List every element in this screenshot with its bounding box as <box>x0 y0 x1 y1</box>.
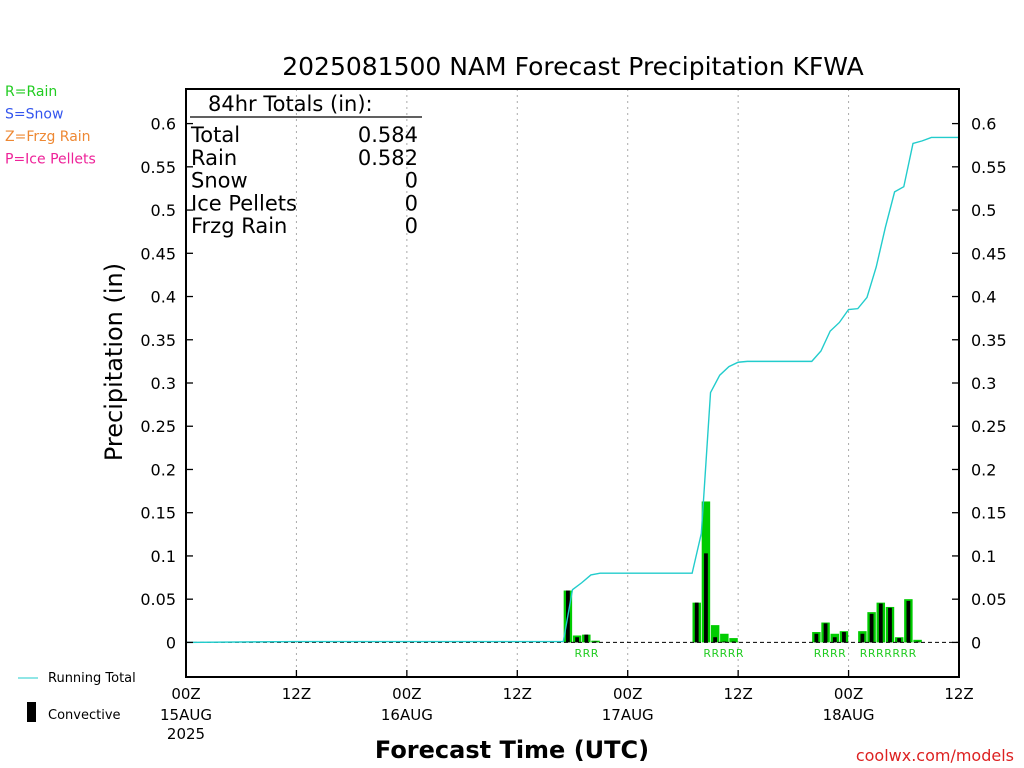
precip-type-legend-item: S=Snow <box>5 107 63 123</box>
x-tick-label: 00Z <box>171 685 200 703</box>
y-tick-label-right: 0.4 <box>971 288 996 307</box>
convective-bar <box>722 641 727 643</box>
precip-type-legend-item: P=Ice Pellets <box>5 152 96 168</box>
precip-type-legend-item: Z=Frzg Rain <box>5 129 91 145</box>
y-tick-label-right: 0 <box>971 633 981 652</box>
totals-row-value: 0 <box>405 214 418 238</box>
y-tick-label-right: 0.35 <box>971 331 1007 350</box>
convective-bar <box>814 633 819 643</box>
totals-row-value: 0 <box>405 191 418 215</box>
y-tick-label: 0.2 <box>151 460 176 479</box>
totals-row-label: Ice Pellets <box>191 191 297 215</box>
precip-type-legend: R=Rain S=Snow Z=Frzg Rain P=Ice Pellets <box>5 84 96 168</box>
precip-type-label: RRRR <box>814 647 847 660</box>
x-tick-label: 00Z <box>392 685 421 703</box>
x-tick-date: 18AUG <box>823 706 875 724</box>
y-tick-label: 0.4 <box>151 288 176 307</box>
y-tick-label: 0.05 <box>140 590 176 609</box>
y-tick-label-right: 0.55 <box>971 158 1007 177</box>
precip-bar <box>720 633 729 643</box>
running-total-line <box>185 136 959 644</box>
precip-bar <box>729 638 738 643</box>
convective-bar <box>713 637 718 643</box>
convective-bar <box>832 637 837 643</box>
y-tick-label: 0.6 <box>151 115 176 134</box>
totals-row-value: 0.584 <box>358 123 418 147</box>
convective-bar <box>897 638 902 643</box>
y-tick-label-right: 0.05 <box>971 590 1007 609</box>
totals-row-label: Snow <box>191 169 248 193</box>
convective-bar <box>584 634 589 643</box>
precip-bars <box>563 501 922 643</box>
x-tick-date: 17AUG <box>602 706 654 724</box>
x-tick-date: 16AUG <box>381 706 433 724</box>
y-tick-label: 0.45 <box>140 244 176 263</box>
convective-swatch <box>27 702 36 722</box>
vertical-gridlines <box>295 89 850 677</box>
x-tick-label: 12Z <box>503 685 532 703</box>
x-axis-label: Forecast Time (UTC) <box>375 736 649 764</box>
totals-row-value: 0.582 <box>358 146 418 170</box>
y-tick-label-right: 0.2 <box>971 460 996 479</box>
convective-bar <box>888 607 892 643</box>
convective-bar <box>860 633 865 643</box>
y-tick-label: 0.3 <box>151 374 176 393</box>
y-tick-label: 0.25 <box>140 417 176 436</box>
x-tick-year: 2025 <box>167 725 205 743</box>
y-tick-label: 0.55 <box>140 158 176 177</box>
left-y-axis: 0 0.05 0.1 0.15 0.2 0.25 0.3 0.35 0.4 0.45 0.5 0.55… <box>140 115 193 652</box>
y-tick-label-right: 0.45 <box>971 244 1007 263</box>
convective-bar <box>869 613 874 643</box>
convective-legend-label: Convective <box>48 708 121 723</box>
y-tick-label-right: 0.5 <box>971 201 996 220</box>
convective-bar <box>878 603 883 643</box>
source-watermark: coolwx.com/models <box>856 746 1014 765</box>
x-tick-label: 12Z <box>723 685 752 703</box>
y-tick-label-right: 0.15 <box>971 504 1007 523</box>
convective-bar <box>906 600 911 643</box>
convective-bar <box>694 602 699 643</box>
series-legend: Running Total Convective <box>18 671 136 723</box>
precip-bar <box>913 639 922 643</box>
totals-box: 84hr Totals (in): Total 0.584 Rain 0.582 Sno… <box>190 92 422 238</box>
totals-row-label: Frzg Rain <box>191 214 287 238</box>
y-tick-label-right: 0.25 <box>971 417 1007 436</box>
precip-type-labels: RRR RRRRR RRRR RRRRRRR <box>575 647 917 660</box>
precip-type-label: RRR <box>575 647 599 660</box>
chart-title: 2025081500 NAM Forecast Precipitation KF… <box>282 52 864 81</box>
y-tick-label: 0.1 <box>151 547 176 566</box>
convective-bar <box>823 623 828 643</box>
right-y-axis: 0 0.05 0.1 0.15 0.2 0.25 0.3 0.35 0.4 0.45 0.5 0.55… <box>952 115 1007 652</box>
y-axis-label: Precipitation (in) <box>100 263 128 461</box>
totals-row-label: Total <box>190 123 240 147</box>
y-tick-label-right: 0.3 <box>971 374 996 393</box>
running-total-series <box>185 136 959 644</box>
convective-bar <box>842 632 846 643</box>
convective-bar <box>704 553 708 643</box>
convective-bar <box>575 637 580 643</box>
x-tick-label: 12Z <box>282 685 311 703</box>
y-tick-label: 0.5 <box>151 201 176 220</box>
x-tick-label: 00Z <box>834 685 863 703</box>
precip-type-legend-item: R=Rain <box>5 84 57 100</box>
x-tick-date: 15AUG <box>160 706 212 724</box>
y-tick-label-right: 0.1 <box>971 547 996 566</box>
y-tick-label: 0.35 <box>140 331 176 350</box>
totals-row-label: Rain <box>191 146 237 170</box>
y-tick-label-right: 0.6 <box>971 115 996 134</box>
totals-row-value: 0 <box>405 169 418 193</box>
precip-type-label: RRRRR <box>703 647 744 660</box>
x-tick-label: 00Z <box>613 685 642 703</box>
running-total-legend-label: Running Total <box>48 671 136 686</box>
y-tick-label: 0.15 <box>140 504 176 523</box>
y-tick-label: 0 <box>166 633 176 652</box>
totals-heading: 84hr Totals (in): <box>208 92 373 116</box>
precip-bar <box>710 625 720 643</box>
precip-type-label: RRRRRRR <box>860 647 917 660</box>
x-tick-label: 12Z <box>944 685 973 703</box>
